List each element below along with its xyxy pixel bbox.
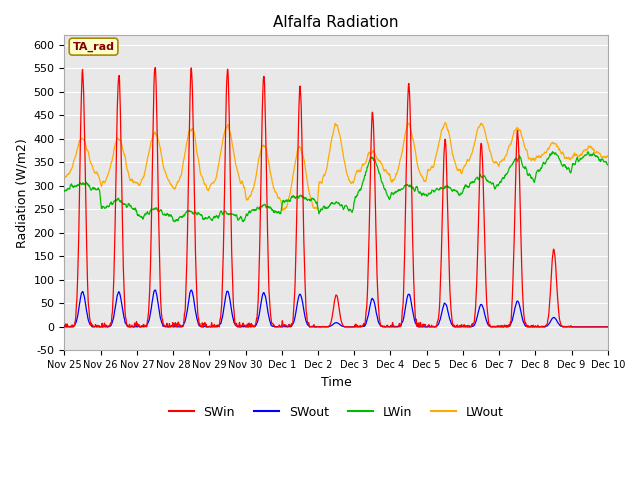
LWin <box>61 188 68 194</box>
LWout <box>421 178 429 183</box>
LWin <box>604 162 612 168</box>
SWin <box>168 322 176 328</box>
Line: SWin: SWin <box>65 68 608 327</box>
Line: LWout: LWout <box>65 122 608 210</box>
SWout <box>61 324 68 330</box>
LWout <box>181 149 189 155</box>
SWout <box>421 324 429 330</box>
Line: LWin: LWin <box>65 152 608 222</box>
SWin <box>421 322 429 327</box>
SWout <box>604 324 612 330</box>
Line: SWout: SWout <box>65 290 608 327</box>
LWin <box>182 210 189 216</box>
LWout <box>604 154 612 159</box>
SWout <box>492 324 500 330</box>
SWout <box>182 316 189 322</box>
LWout <box>168 183 176 189</box>
SWin <box>170 324 177 330</box>
LWin <box>421 192 429 198</box>
LWout <box>540 151 548 156</box>
Text: TA_rad: TA_rad <box>72 41 115 52</box>
LWin <box>492 184 499 190</box>
LWout <box>492 159 500 165</box>
SWin <box>152 65 159 71</box>
SWout <box>540 324 548 330</box>
LWout <box>279 207 287 213</box>
LWin <box>549 149 557 155</box>
SWin <box>61 323 68 328</box>
SWin <box>604 324 612 330</box>
SWin <box>243 324 251 329</box>
SWout <box>243 324 251 330</box>
LWout <box>242 195 250 201</box>
SWin <box>540 324 548 330</box>
SWout <box>199 324 207 330</box>
LWin <box>243 211 250 217</box>
SWin <box>182 287 190 292</box>
SWout <box>168 324 176 329</box>
LWin <box>170 219 178 225</box>
LWout <box>441 120 449 125</box>
Y-axis label: Radiation (W/m2): Radiation (W/m2) <box>15 138 28 248</box>
LWin <box>540 159 547 165</box>
X-axis label: Time: Time <box>321 376 351 389</box>
LWin <box>168 214 176 220</box>
SWin <box>492 324 500 330</box>
Title: Alfalfa Radiation: Alfalfa Radiation <box>273 15 399 30</box>
LWout <box>61 174 68 180</box>
SWout <box>152 287 159 293</box>
Legend: SWin, SWout, LWin, LWout: SWin, SWout, LWin, LWout <box>164 401 509 424</box>
